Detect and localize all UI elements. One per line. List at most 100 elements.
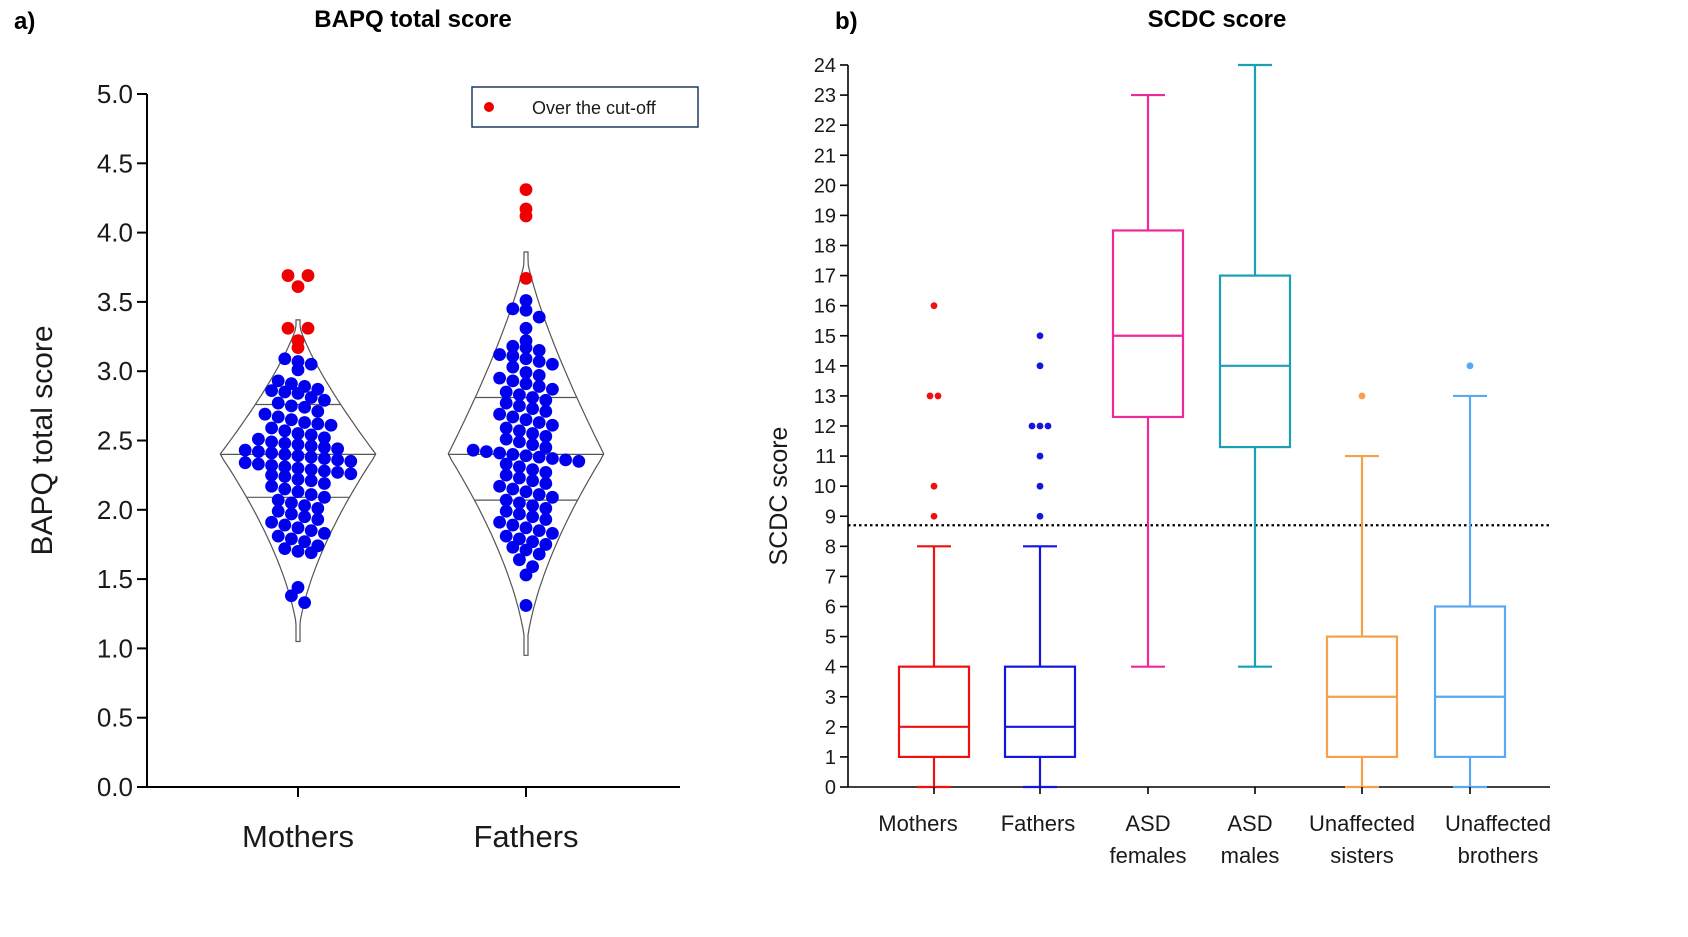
chart-a-data-point [311,417,325,431]
chart-b-y-tick-label: 3 [825,687,836,709]
chart-a-data-point [519,294,533,307]
chart-b-outlier-point [1036,452,1044,460]
chart-a-data-point [278,518,292,532]
chart-a-data-point [298,416,311,429]
chart-a-data-point [493,407,506,421]
chart-a-data-point [318,526,331,540]
chart-a-data-point [519,485,533,499]
chart-b-outlier-point [930,512,938,520]
chart-a-data-point [291,461,305,475]
chart-a-data-point [252,457,265,471]
chart-a-data-point [546,452,559,465]
chart-b-outlier-point [1044,422,1052,430]
chart-a-data-point [499,457,513,471]
chart-b-box-series [1325,392,1399,789]
chart-a-data-point [526,438,539,452]
chart-b-box [1433,605,1507,759]
chart-a-data-point [318,431,331,445]
chart-a-y-tick-label: 4.5 [97,148,133,178]
chart-a-data-point [539,477,553,490]
chart-a-data-point [519,366,533,379]
chart-b-x-tick-label: Mothers [878,811,957,836]
chart-a-data-point [519,599,533,612]
chart-a-data-point [499,385,513,399]
chart-a-data-point [513,553,526,567]
chart-a-data-point [539,429,553,443]
chart-a-data-point [271,529,285,543]
chart-a-data-point [519,568,533,582]
chart-b-y-tick-label: 12 [814,416,836,438]
chart-b-y-tick-label: 1 [825,747,836,769]
chart-a-data-point [311,502,325,515]
chart-b-outlier-point [930,302,938,310]
chart-a-data-point [499,529,513,543]
chart-a-y-axis-label: BAPQ total score [26,325,59,555]
chart-b-x-tick-label: Unaffected [1445,811,1551,836]
chart-a-y-tick-label: 3.5 [97,287,133,317]
chart-a-data-point [304,450,318,464]
chart-a-data-point [493,479,506,493]
chart-a-data-point [519,341,533,355]
chart-a-data-point [480,445,493,458]
chart-a-violin [447,251,605,656]
chart-a-data-point [291,427,305,440]
chart-a-data-point [324,418,338,432]
chart-a-data-point [513,399,526,413]
chart-b-y-tick-label: 2 [825,717,836,739]
chart-a-data-point [291,521,305,535]
chart-b-x-tick-label-line2: sisters [1330,843,1394,868]
chart-a-data-point [493,371,506,385]
chart-a-data-point [539,441,553,454]
chart-a-data-point [506,518,520,532]
chart-b-x-tick-label: ASD [1125,811,1170,836]
chart-a-data-point [546,418,559,432]
chart-a-data-point [291,438,305,452]
chart-a-data-point [252,445,265,458]
chart-a-data-point [506,349,520,363]
chart-a-data-point [291,472,305,486]
chart-b-x-tick-label: Fathers [1001,811,1076,836]
chart-a-data-point [298,499,311,513]
chart-b-y-tick-label: 13 [814,386,836,408]
chart-a-data-point [526,391,539,404]
chart-a-data-point [252,432,265,446]
chart-a-data-point [291,544,305,558]
chart-b-y-tick-label: 17 [814,266,836,288]
chart-a-x-tick-label: Fathers [473,819,578,854]
chart-b-box-series [897,302,971,789]
chart-a-data-point [532,344,546,357]
chart-b-box [897,665,971,759]
chart-a-data-point [258,407,272,421]
chart-a-cutoff-point [291,341,305,355]
chart-a-data-point [304,546,318,560]
chart-a-cutoff-point [301,269,315,282]
chart-a-data-point [532,524,546,537]
chart-a-data-point [499,493,513,507]
chart-a-cutoff-point [281,269,295,282]
chart-a-cutoff-point [281,321,295,335]
chart-a-data-point [318,490,331,504]
chart-a-data-point [291,363,305,377]
chart-b-y-tick-label: 6 [825,597,836,619]
chart-a-data-point [278,542,292,556]
chart-a-data-point [506,482,520,496]
chart-a-data-point [304,357,318,371]
chart-b-box [1003,665,1077,759]
chart-a-data-point [278,436,292,450]
chart-a-group: 0.0 0.5 1.0 1.5 2.0 2.5 3.0 3.5 4.0 4.5 5.0 BAPQ to… [26,79,699,854]
chart-a-data-point [304,488,318,501]
chart-b-x-tick-label: ASD [1227,811,1272,836]
chart-a-title: BAPQ total score [314,6,512,33]
chart-b-y-tick-label: 11 [815,446,836,468]
chart-b-y-tick-label: 16 [814,296,836,318]
chart-a-data-point [318,464,331,478]
chart-a-data-point [344,454,358,468]
chart-a-data-point [265,421,278,435]
chart-a-data-point [539,513,553,526]
chart-b-box [1218,274,1292,449]
chart-a-data-point [546,526,559,540]
chart-a-data-point [572,454,586,468]
chart-a-data-point [519,321,533,335]
chart-a-data-point [238,456,252,470]
chart-a-data-point [493,348,506,361]
